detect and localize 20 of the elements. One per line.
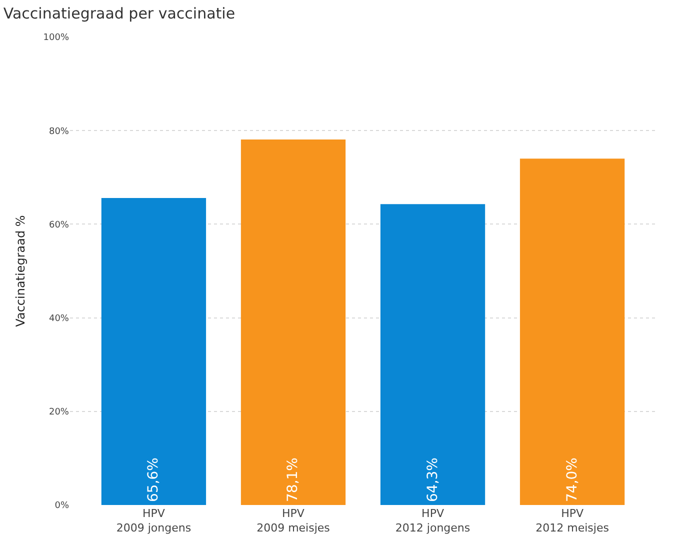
bar [520, 158, 625, 505]
y-tick-label: 80% [48, 126, 70, 137]
data-label: 64,3% [424, 458, 441, 502]
y-tick-label: 0% [54, 501, 70, 512]
bar [101, 198, 206, 505]
bar [240, 139, 346, 505]
y-tick-label: 60% [48, 220, 70, 230]
y-tick-label: 20% [48, 408, 70, 418]
data-label: 74,0% [564, 458, 580, 502]
data-label: 78,1% [285, 458, 302, 502]
y-tick-label: 40% [48, 314, 70, 324]
data-label: 65,6% [146, 458, 162, 502]
y-tick-label: 100% [43, 33, 70, 44]
y-axis-title: Vaccinatiegraad % [14, 215, 28, 327]
x-tick-label: HPV 2012 meisjes [536, 507, 610, 534]
bar [380, 204, 486, 505]
x-tick-label: HPV 2012 jongens [395, 507, 470, 534]
chart-title: Vaccinatiegraad per vaccinatie [3, 4, 236, 23]
x-tick-label: HPV 2009 jongens [116, 507, 192, 534]
x-tick-label: HPV 2009 meisjes [256, 507, 330, 534]
